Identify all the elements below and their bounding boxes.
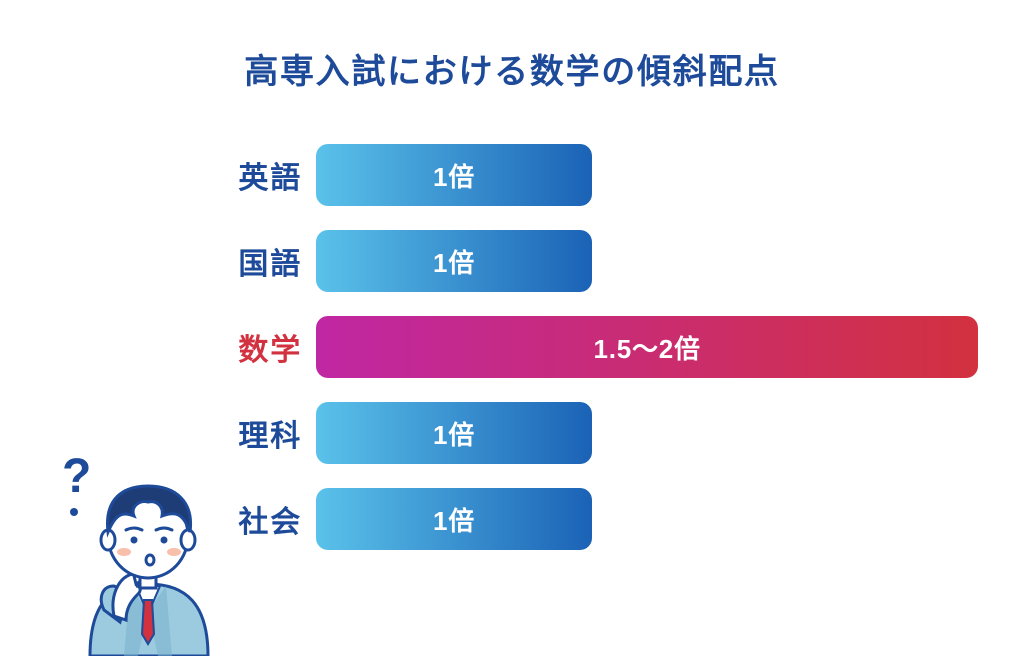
- subject-label: 国語: [186, 239, 302, 283]
- subject-label: 英語: [186, 153, 302, 197]
- subject-label: 数学: [186, 325, 302, 369]
- thinking-person-illustration: ?: [44, 436, 224, 656]
- chart-row: 理科1倍: [186, 402, 978, 464]
- thinking-person-svg: ?: [44, 436, 224, 656]
- weight-bar-highlight: 1.5〜2倍: [316, 316, 978, 378]
- page-title: 高専入試における数学の傾斜配点: [0, 44, 1024, 93]
- chart-row: 社会1倍: [186, 488, 978, 550]
- chart-row: 国語 1倍: [186, 230, 978, 292]
- chart-row: 英語 1倍: [186, 144, 978, 206]
- chart-row: 数学 1.5〜2倍: [186, 316, 978, 378]
- chart-rows: 英語1倍国語1倍数学1.5〜2倍理科1倍社会1倍: [186, 144, 978, 574]
- weight-bar: 1倍: [316, 144, 592, 206]
- weight-bar: 1倍: [316, 488, 592, 550]
- weight-bar: 1倍: [316, 230, 592, 292]
- svg-text:?: ?: [62, 450, 91, 503]
- weight-bar: 1倍: [316, 402, 592, 464]
